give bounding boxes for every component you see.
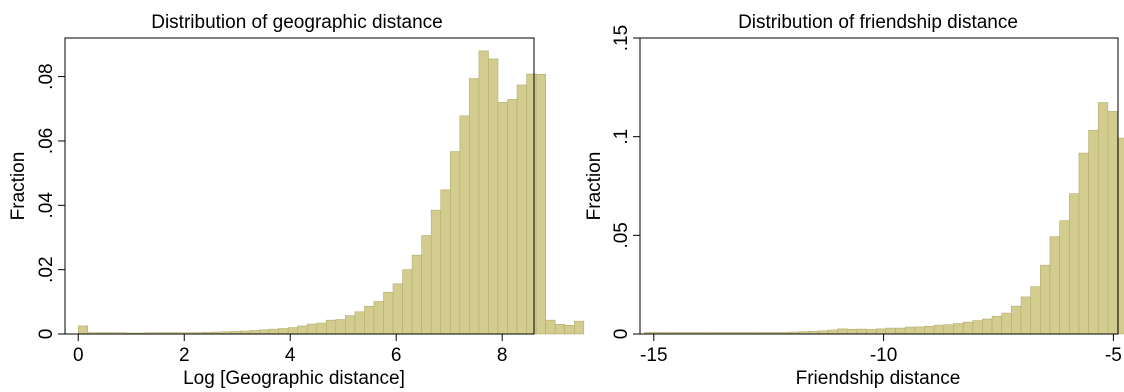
histogram-bar — [469, 78, 480, 335]
histogram-bar — [914, 326, 925, 335]
histogram-bar — [278, 328, 289, 335]
histogram-bar — [411, 254, 422, 335]
histogram-bar — [297, 325, 308, 335]
x-tick-label: -10 — [870, 345, 897, 366]
histogram-bar — [933, 324, 945, 335]
histogram-bar — [991, 315, 1003, 335]
y-tick-label: .02 — [36, 256, 57, 282]
y-tick-label: 0 — [36, 329, 57, 340]
plot-frame — [639, 37, 1119, 335]
y-tick-label: .05 — [611, 222, 632, 248]
histogram-bar — [364, 306, 375, 335]
histogram-bar — [430, 209, 442, 335]
histogram-bar — [259, 329, 270, 335]
histogram-bar — [306, 323, 318, 335]
histogram-bar — [488, 58, 499, 335]
histogram-bar — [856, 328, 867, 335]
histogram-bar — [345, 315, 356, 335]
histogram-bar — [449, 151, 461, 335]
histogram-bar — [1020, 296, 1031, 335]
histogram-bar — [1117, 137, 1124, 335]
histogram-bar — [846, 328, 858, 335]
plot-frame — [64, 37, 535, 335]
bars — [77, 50, 585, 335]
y-tick-label: .15 — [611, 25, 632, 51]
histogram-bar — [904, 326, 916, 335]
histogram-bar — [554, 324, 566, 335]
x-tick-label: 2 — [179, 345, 190, 366]
histogram-bar — [1030, 286, 1041, 335]
histogram-bar — [373, 301, 384, 335]
histogram-bar — [962, 321, 974, 335]
y-tick-label: .08 — [36, 63, 57, 89]
histogram-bar — [392, 283, 403, 335]
histogram-bar — [982, 318, 993, 335]
histogram-bar — [459, 115, 470, 335]
histogram-bar — [268, 328, 279, 335]
x-axis-label: Friendship distance — [796, 368, 961, 389]
x-tick-label: 8 — [497, 345, 508, 366]
histogram-bar — [335, 319, 346, 335]
x-tick-label: 0 — [73, 345, 84, 366]
histogram-bar — [249, 330, 260, 335]
histogram-bar — [325, 319, 337, 335]
histogram-bar — [526, 73, 537, 335]
bars — [644, 102, 1124, 335]
histogram-bar — [924, 325, 935, 335]
histogram-bar — [875, 328, 887, 335]
geographic-distance-histogram: Distribution of geographic distance 0 2 4 6… — [8, 12, 585, 389]
histogram-bar — [402, 269, 413, 335]
y-axis-label: Fraction — [8, 152, 29, 221]
ticks: -15 -10 -5 0 .05 .1 .15 — [611, 25, 1122, 366]
histogram-bar — [895, 327, 906, 335]
x-tick-label: -15 — [640, 345, 667, 366]
histogram-bar — [440, 189, 451, 335]
histogram-bar — [77, 325, 89, 335]
histogram-bar — [507, 99, 518, 335]
histogram-bar — [516, 84, 527, 335]
x-axis-label: Log [Geographic distance] — [183, 368, 405, 389]
histogram-bar — [1001, 312, 1012, 335]
histogram-bar — [1011, 305, 1022, 335]
histogram-bar — [316, 322, 327, 335]
histogram-bar — [573, 320, 585, 335]
x-tick-label: 6 — [391, 345, 402, 366]
y-tick-label: .06 — [36, 128, 57, 154]
y-tick-label: .1 — [611, 129, 632, 145]
histogram-bar — [953, 323, 964, 335]
histogram-bar — [287, 327, 298, 335]
y-tick-label: 0 — [611, 329, 632, 340]
histogram-bar — [827, 329, 838, 335]
histogram-bar — [943, 324, 954, 335]
histogram-bar — [1107, 111, 1118, 335]
y-tick-label: .04 — [36, 192, 57, 219]
ticks: 0 2 4 6 8 0 .02 .04 .06 .08 — [36, 63, 507, 366]
friendship-distance-histogram: Distribution of friendship distance -15-… — [584, 12, 1124, 389]
histogram-bar — [1059, 220, 1070, 335]
histogram-bar — [1068, 193, 1080, 335]
histogram-bar — [885, 327, 896, 335]
chart-title: Distribution of friendship distance — [738, 12, 1018, 33]
histogram-bar — [421, 235, 432, 335]
chart-title: Distribution of geographic distance — [151, 12, 443, 33]
histogram-bar — [564, 325, 575, 335]
histogram-bar — [1097, 102, 1109, 335]
histogram-bar — [866, 329, 877, 335]
histogram-bar — [497, 102, 508, 335]
histogram-bar — [545, 319, 556, 335]
y-axis-label: Fraction — [584, 152, 605, 221]
x-tick-label: 4 — [285, 345, 296, 366]
histogram-bar — [1049, 236, 1060, 335]
histogram-bar — [478, 50, 489, 335]
histogram-bar — [837, 328, 848, 335]
histogram-bar — [354, 311, 365, 335]
histogram-bar — [383, 291, 394, 335]
histogram-bar — [1078, 152, 1089, 335]
histogram-bar — [972, 320, 983, 335]
x-tick-label: -5 — [1105, 345, 1122, 366]
histogram-bar — [1088, 130, 1099, 335]
histogram-bar — [1040, 264, 1051, 335]
histogram-bar — [535, 74, 546, 335]
